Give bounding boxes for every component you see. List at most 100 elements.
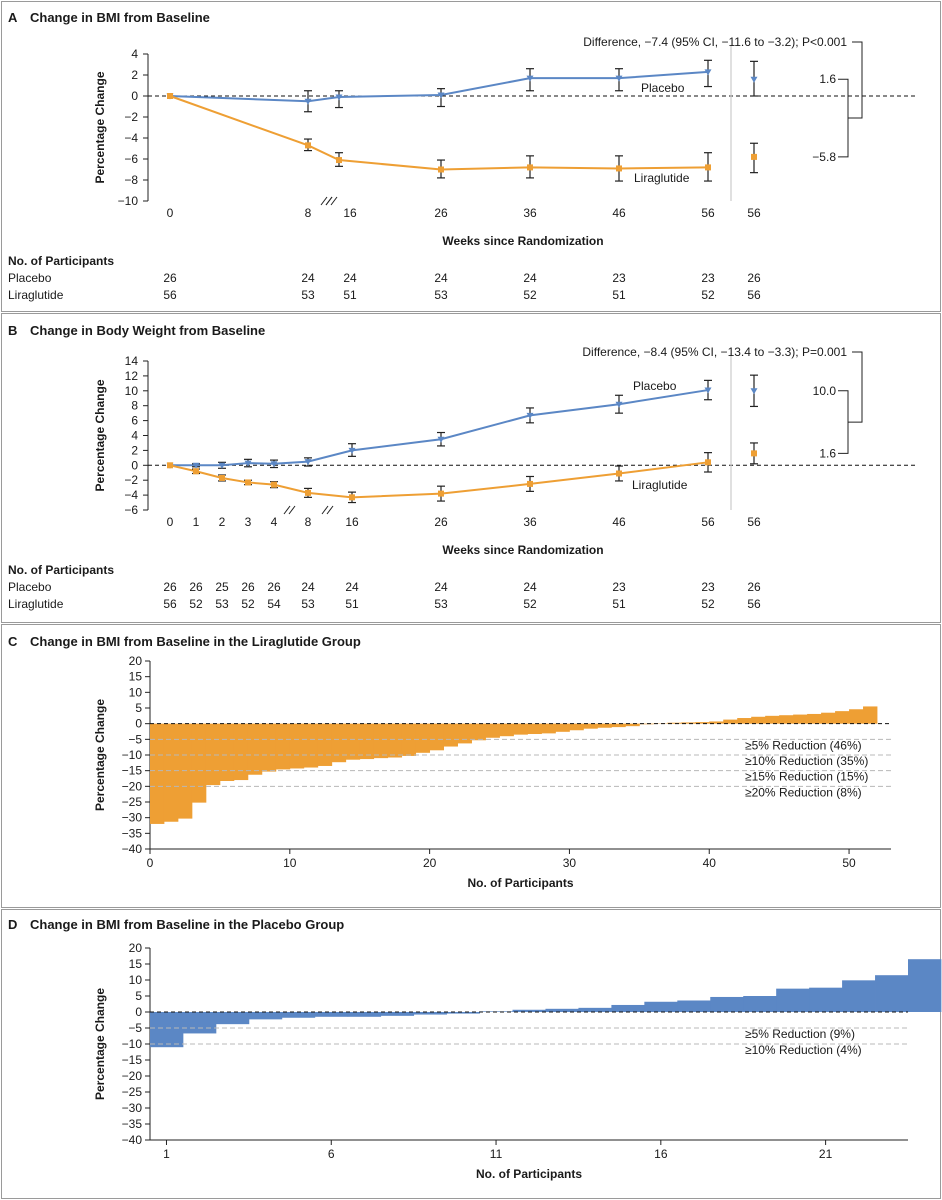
y-tick-label: −6	[124, 152, 138, 166]
threshold-label: ≥20% Reduction (8%)	[745, 785, 862, 799]
bar	[578, 1007, 612, 1012]
bar	[248, 1012, 283, 1020]
y-tick-label: −5	[128, 732, 142, 746]
bar	[807, 713, 822, 724]
bar	[779, 715, 794, 724]
y-tick-label: −25	[122, 1085, 143, 1099]
bar	[695, 722, 710, 724]
bar	[303, 723, 319, 768]
y-tick-label: 0	[131, 458, 138, 472]
final-placebo-point	[750, 388, 758, 395]
panel-title: Change in BMI from Baseline	[30, 10, 210, 25]
bar	[776, 988, 810, 1012]
y-tick-label: 10	[125, 384, 139, 398]
x-tick-label: 56	[747, 206, 761, 220]
participants-count: 56	[163, 597, 177, 611]
bar	[835, 711, 850, 724]
x-axis-label: No. of Participants	[476, 1167, 582, 1181]
bar	[446, 1012, 480, 1014]
y-tick-label: −30	[122, 811, 143, 825]
x-tick-label: 56	[747, 515, 761, 529]
bar	[541, 723, 556, 734]
liraglutide-point	[616, 165, 622, 172]
placebo-point	[192, 462, 200, 469]
bar	[677, 1000, 711, 1012]
y-tick-label: 6	[131, 414, 138, 428]
participants-count: 51	[343, 288, 357, 302]
y-tick-label: 15	[129, 670, 143, 684]
difference-bracket-outer	[848, 41, 863, 119]
liraglutide-series-label: Liraglutide	[634, 171, 690, 185]
x-tick-label: 2	[219, 515, 226, 529]
x-tick-label: 50	[842, 856, 856, 870]
y-tick-label: −20	[122, 1069, 143, 1083]
liraglutide-point	[616, 470, 622, 477]
placebo-point	[615, 75, 623, 82]
participants-count: 52	[241, 597, 255, 611]
y-tick-label: −35	[122, 1117, 143, 1131]
participants-count: 52	[189, 597, 203, 611]
bar	[281, 1012, 316, 1018]
x-tick-label: 30	[563, 856, 577, 870]
bar	[513, 723, 528, 735]
bar	[625, 723, 640, 727]
bar	[215, 1012, 250, 1025]
bar	[723, 719, 738, 724]
panel-title: Change in Body Weight from Baseline	[30, 323, 265, 338]
axis-break-mark	[326, 505, 334, 515]
panel-title: Change in BMI from Baseline in the Place…	[30, 917, 344, 932]
axis-break-mark	[288, 505, 296, 515]
y-tick-label: −40	[122, 1133, 143, 1147]
panel-border	[1, 313, 941, 623]
participants-count: 51	[345, 597, 359, 611]
y-axis-label: Percentage Change	[93, 699, 107, 811]
bar	[875, 975, 909, 1012]
participants-count: 56	[747, 288, 761, 302]
y-tick-label: −15	[122, 764, 143, 778]
placebo-point	[348, 447, 356, 454]
liraglutide-point	[336, 157, 342, 164]
participants-count: 52	[523, 597, 537, 611]
placebo-point	[437, 92, 445, 99]
liraglutide-point	[305, 142, 311, 149]
bar	[380, 1012, 415, 1016]
participants-count: 24	[434, 580, 448, 594]
x-tick-label: 26	[434, 515, 448, 529]
liraglutide-series-label: Liraglutide	[632, 478, 688, 492]
bar	[611, 1004, 645, 1012]
bar	[219, 723, 235, 782]
placebo-series-label: Placebo	[633, 379, 677, 393]
bar	[737, 718, 752, 724]
panel-border	[1, 1, 941, 312]
x-tick-label: 0	[167, 206, 174, 220]
liraglutide-point	[705, 164, 711, 171]
bar	[809, 987, 843, 1012]
bar	[347, 1012, 382, 1017]
placebo-point	[437, 436, 445, 443]
placebo-point	[704, 387, 712, 394]
bracket-value-bottom: 1.6	[819, 446, 836, 460]
axis-break-mark	[330, 196, 338, 206]
y-tick-label: 20	[129, 941, 143, 955]
panel-letter: C	[8, 634, 18, 649]
panel-letter: D	[8, 917, 17, 932]
y-tick-label: −10	[118, 194, 139, 208]
participants-count: 24	[523, 271, 537, 285]
y-tick-label: −20	[122, 779, 143, 793]
participants-count: 23	[612, 271, 626, 285]
y-tick-label: 10	[129, 685, 143, 699]
panel-border	[1, 624, 941, 908]
bar	[331, 723, 347, 763]
y-tick-label: 2	[131, 68, 138, 82]
bar	[415, 723, 431, 753]
participants-count: 53	[434, 288, 448, 302]
liraglutide-point	[705, 459, 711, 466]
placebo-point	[704, 69, 712, 76]
y-tick-label: −15	[122, 1053, 143, 1067]
bar	[345, 723, 361, 760]
participants-count: 25	[215, 580, 229, 594]
bracket-value-top: 1.6	[819, 72, 836, 86]
y-tick-label: −8	[124, 173, 138, 187]
participants-count: 26	[189, 580, 203, 594]
axis-break-mark	[283, 505, 291, 515]
